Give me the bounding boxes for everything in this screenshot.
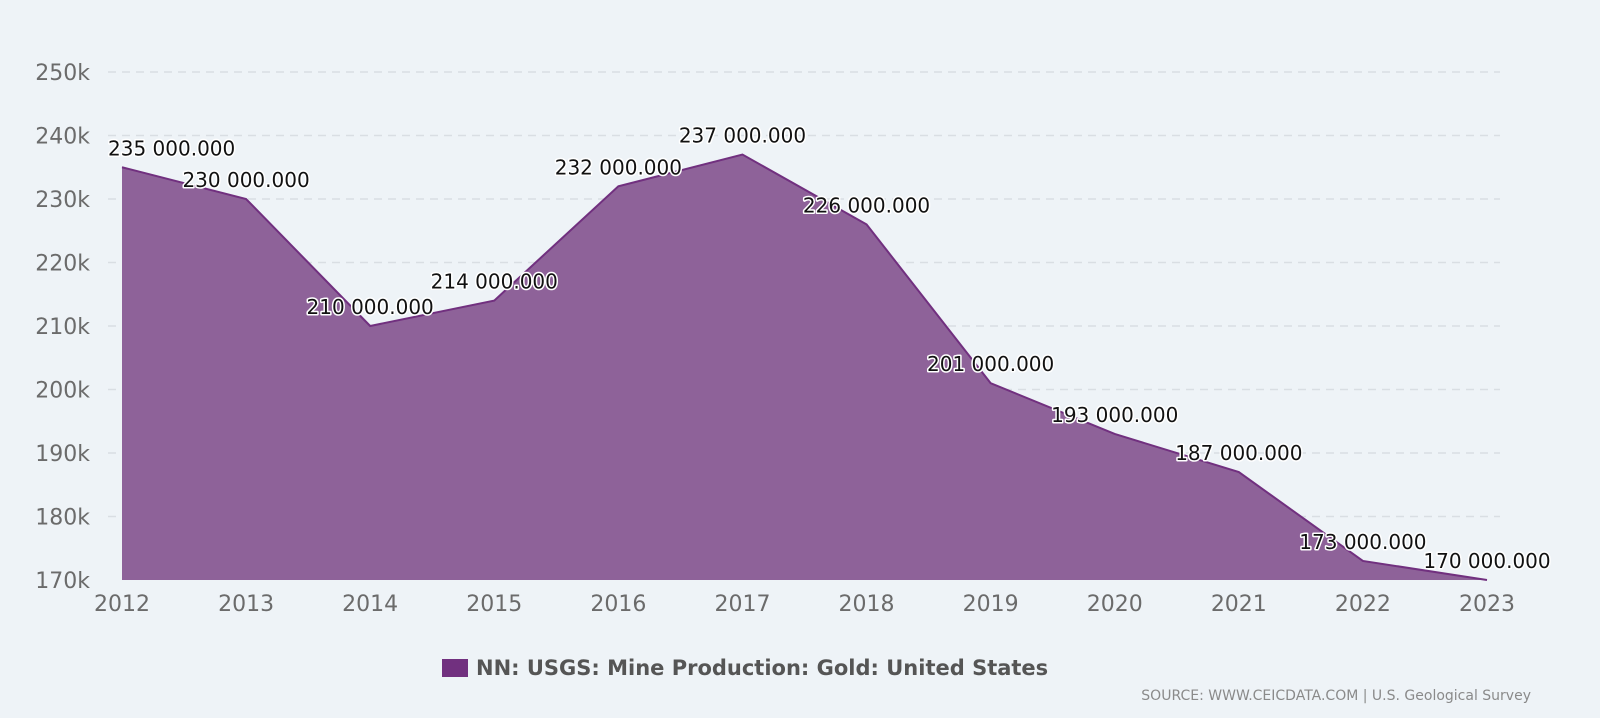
data-label: 210 000.000 bbox=[307, 295, 434, 319]
y-tick-label: 200k bbox=[35, 379, 90, 404]
data-label: 214 000.000 bbox=[431, 270, 558, 294]
x-tick-label: 2013 bbox=[218, 592, 274, 617]
data-label: 173 000.000 bbox=[1299, 530, 1426, 554]
x-tick-label: 2012 bbox=[94, 592, 150, 617]
x-tick-label: 2021 bbox=[1211, 592, 1267, 617]
x-tick-label: 2019 bbox=[963, 592, 1019, 617]
y-tick-label: 180k bbox=[35, 506, 90, 531]
x-tick-label: 2014 bbox=[342, 592, 398, 617]
x-tick-label: 2016 bbox=[590, 592, 646, 617]
data-label: 187 000.000 bbox=[1175, 441, 1302, 465]
series-area bbox=[122, 154, 1487, 581]
y-tick-label: 230k bbox=[35, 188, 90, 213]
y-tick-label: 170k bbox=[35, 569, 90, 594]
series-line bbox=[121, 153, 1488, 581]
x-axis: 2012 2013 2014 2015 2016 2017 2018 2019 2020 2021… bbox=[94, 592, 1515, 617]
y-tick-label: 190k bbox=[35, 442, 90, 467]
data-label: 235 000.000 bbox=[108, 136, 235, 160]
x-tick-label: 2018 bbox=[839, 592, 895, 617]
y-tick-label: 220k bbox=[35, 252, 90, 277]
legend-swatch bbox=[442, 659, 468, 677]
source-note: SOURCE: WWW.CEICDATA.COM | U.S. Geologic… bbox=[1141, 688, 1531, 704]
x-tick-label: 2017 bbox=[714, 592, 770, 617]
y-tick-label: 210k bbox=[35, 315, 90, 340]
x-tick-label: 2015 bbox=[466, 592, 522, 617]
plot-area bbox=[121, 153, 1488, 581]
data-label: 232 000.000 bbox=[555, 155, 682, 179]
x-tick-label: 2020 bbox=[1087, 592, 1143, 617]
data-label: 226 000.000 bbox=[803, 193, 930, 217]
data-label: 237 000.000 bbox=[679, 124, 806, 148]
x-tick-label: 2022 bbox=[1335, 592, 1391, 617]
y-tick-label: 250k bbox=[35, 61, 90, 86]
data-label: 201 000.000 bbox=[927, 352, 1054, 376]
data-label: 230 000.000 bbox=[182, 168, 309, 192]
data-label: 170 000.000 bbox=[1423, 549, 1550, 573]
legend-label: NN: USGS: Mine Production: Gold: United … bbox=[476, 656, 1049, 680]
y-tick-label: 240k bbox=[35, 125, 90, 150]
x-tick-label: 2023 bbox=[1459, 592, 1515, 617]
data-label: 193 000.000 bbox=[1051, 403, 1178, 427]
legend[interactable]: NN: USGS: Mine Production: Gold: United … bbox=[442, 656, 1048, 680]
y-axis: 170k 180k 190k 200k 210k 220k 230k 240k 250k bbox=[35, 61, 90, 594]
